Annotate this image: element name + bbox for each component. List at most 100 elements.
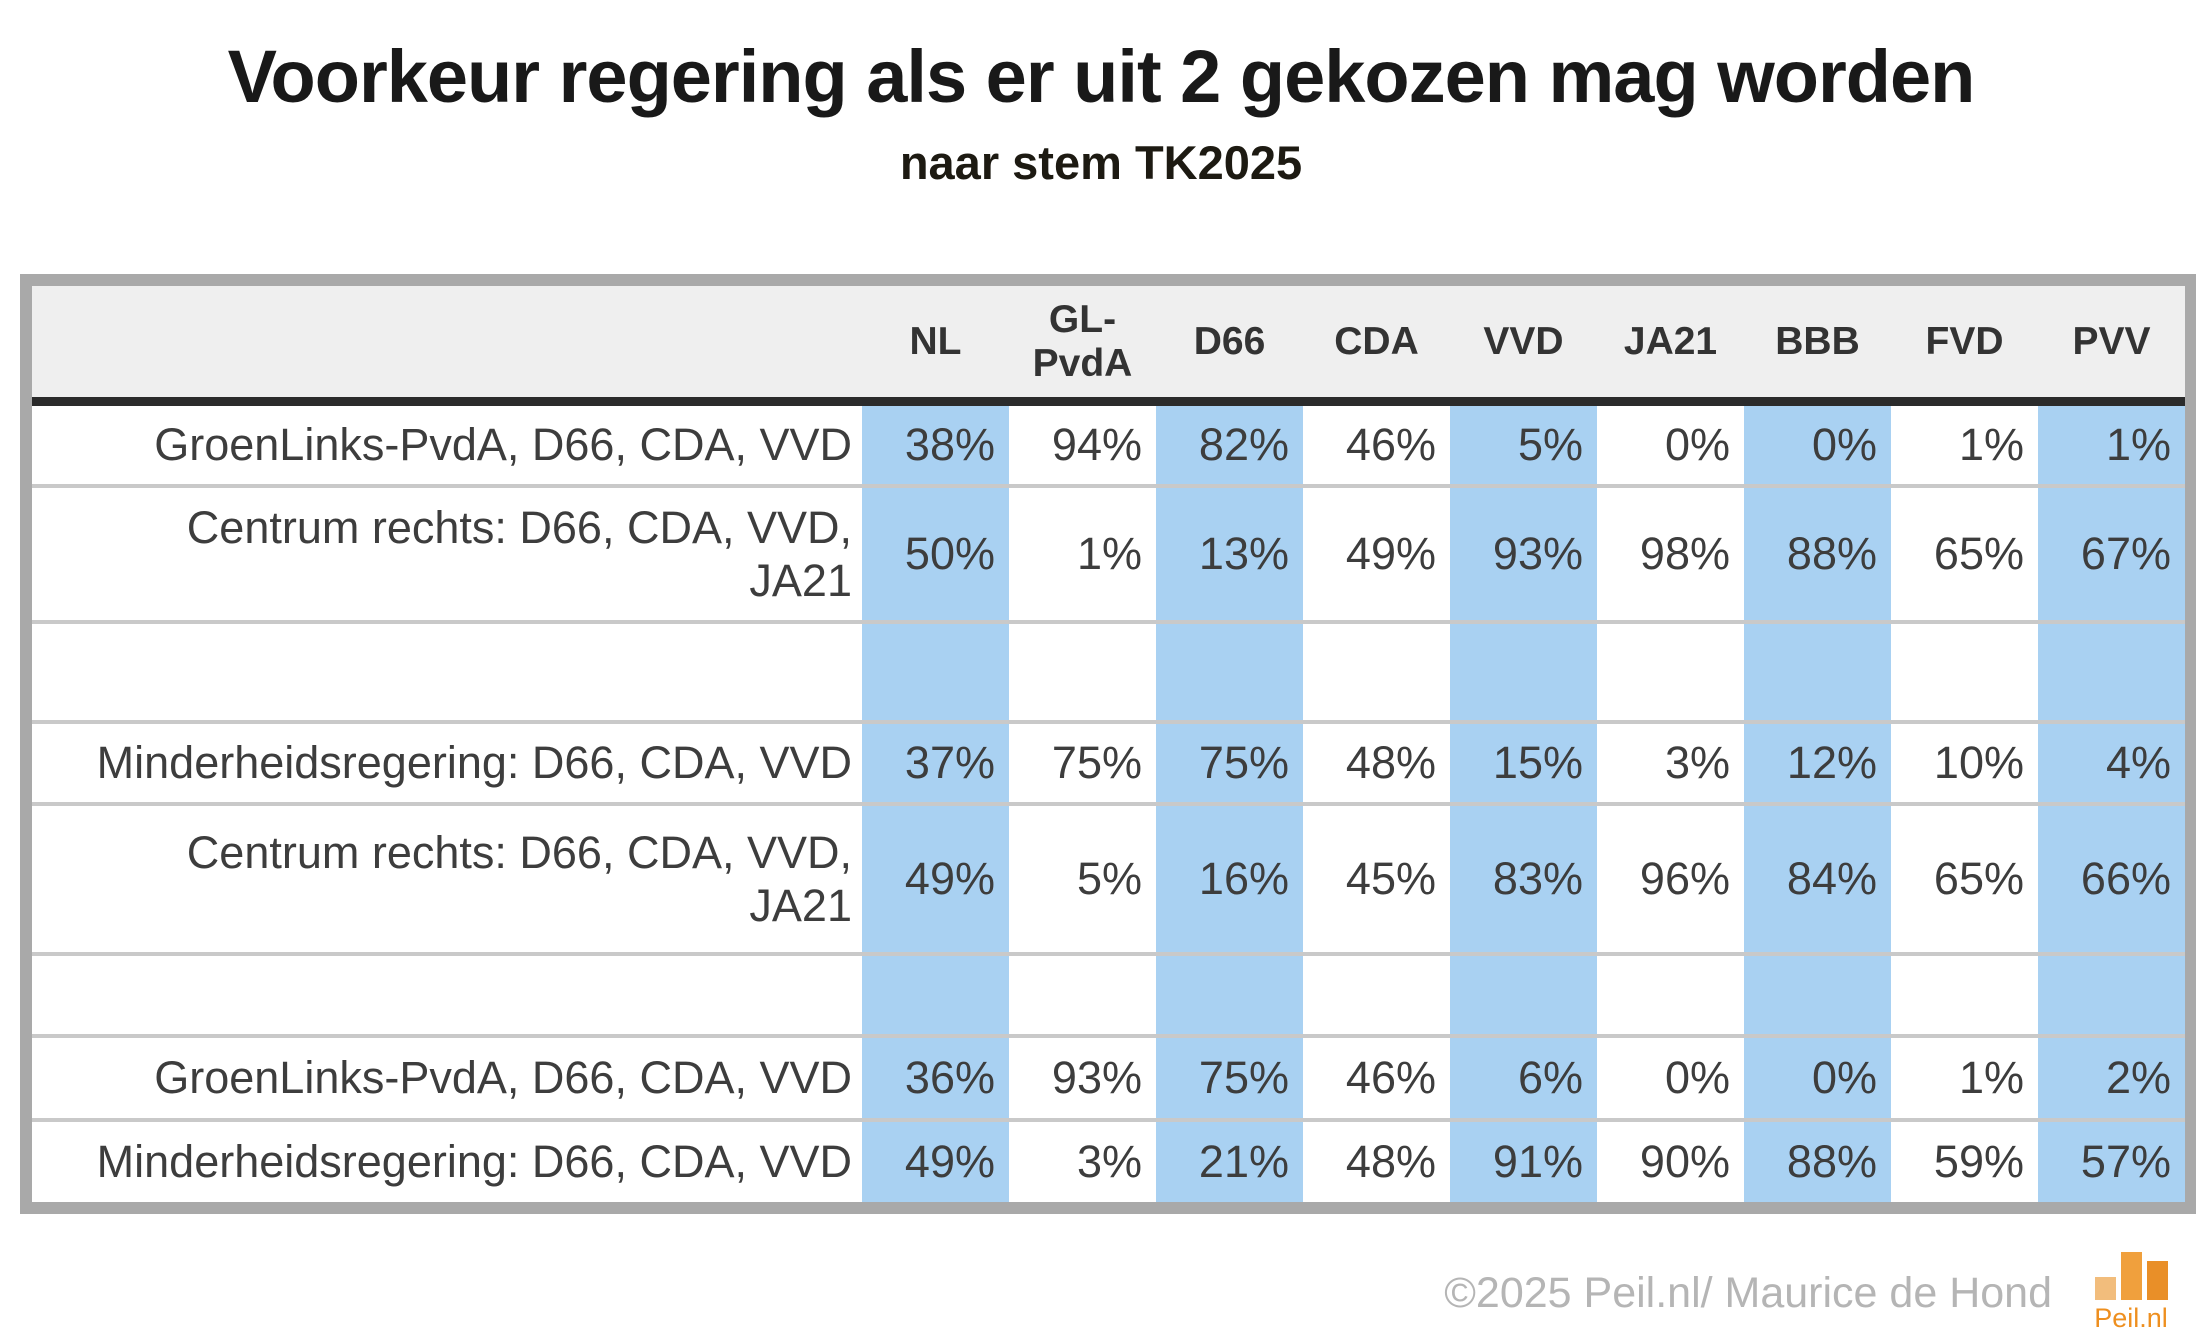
coalition-label xyxy=(32,952,862,1036)
peil-logo-text: Peil.nl xyxy=(2094,1303,2168,1333)
value-cell xyxy=(1009,952,1156,1036)
value-cell: 3% xyxy=(1009,1118,1156,1202)
value-cell xyxy=(1597,952,1744,1036)
value-cell: 36% xyxy=(862,1034,1009,1120)
value-cell: 0% xyxy=(1597,1034,1744,1120)
value-cell xyxy=(862,952,1009,1036)
value-cell: 48% xyxy=(1303,1118,1450,1202)
value-cell: 59% xyxy=(1891,1118,2038,1202)
table-row: Minderheidsregering: D66, CDA, VVD 37% 75%… xyxy=(32,720,2185,804)
column-header: FVD xyxy=(1891,286,2038,406)
coalition-label: GroenLinks-PvdA, D66, CDA, VVD xyxy=(32,1034,862,1120)
value-cell xyxy=(862,620,1009,722)
value-cell xyxy=(1744,620,1891,722)
copyright-text: ©2025 Peil.nl/ Maurice de Hond xyxy=(1444,1268,2052,1317)
value-cell: 48% xyxy=(1303,720,1450,804)
page-title: Voorkeur regering als er uit 2 gekozen m… xyxy=(227,35,1976,118)
value-cell xyxy=(1891,620,2038,722)
column-header: JA21 xyxy=(1597,286,1744,406)
value-cell: 75% xyxy=(1009,720,1156,804)
value-cell: 16% xyxy=(1156,802,1303,954)
column-header: GL-PvdA xyxy=(1009,286,1156,406)
value-cell: 75% xyxy=(1156,1034,1303,1120)
value-cell xyxy=(1303,620,1450,722)
value-cell: 49% xyxy=(1303,484,1450,622)
value-cell: 49% xyxy=(862,1118,1009,1202)
value-cell: 3% xyxy=(1597,720,1744,804)
value-cell: 65% xyxy=(1891,484,2038,622)
value-cell: 6% xyxy=(1450,1034,1597,1120)
column-header: D66 xyxy=(1156,286,1303,406)
bar-chart-icon xyxy=(2094,1252,2168,1300)
coalition-label xyxy=(32,620,862,722)
value-cell xyxy=(1891,952,2038,1036)
value-cell: 83% xyxy=(1450,802,1597,954)
table-row xyxy=(32,620,2185,722)
table-row: Centrum rechts: D66, CDA, VVD, JA21 50% 1%… xyxy=(32,484,2185,622)
footer: ©2025 Peil.nl/ Maurice de Hond Peil.nl xyxy=(1444,1252,2174,1334)
column-header: BBB xyxy=(1744,286,1891,406)
value-cell: 93% xyxy=(1450,484,1597,622)
value-cell: 1% xyxy=(2038,401,2185,486)
value-cell xyxy=(1156,952,1303,1036)
logo-bar-medium xyxy=(2146,1261,2168,1300)
column-header: VVD xyxy=(1450,286,1597,406)
table-row: Minderheidsregering: D66, CDA, VVD 49% 3% 2… xyxy=(32,1118,2185,1202)
coalition-label: Minderheidsregering: D66, CDA, VVD xyxy=(32,1118,862,1202)
value-cell xyxy=(1744,952,1891,1036)
value-cell: 65% xyxy=(1891,802,2038,954)
value-cell: 15% xyxy=(1450,720,1597,804)
column-header: NL xyxy=(862,286,1009,406)
table-row xyxy=(32,952,2185,1036)
value-cell: 21% xyxy=(1156,1118,1303,1202)
value-cell: 2% xyxy=(2038,1034,2185,1120)
value-cell: 88% xyxy=(1744,1118,1891,1202)
coalition-label: Centrum rechts: D66, CDA, VVD, JA21 xyxy=(32,802,862,954)
table-header-row: NL GL-PvdA D66 CDA VVD JA21 BBB FVD PVV xyxy=(32,286,2185,406)
value-cell: 1% xyxy=(1891,1034,2038,1120)
value-cell: 38% xyxy=(862,401,1009,486)
coalition-label: GroenLinks-PvdA, D66, CDA, VVD xyxy=(154,419,852,471)
value-cell: 5% xyxy=(1009,802,1156,954)
value-cell: 0% xyxy=(1744,401,1891,486)
poll-table-frame: NL GL-PvdA D66 CDA VVD JA21 BBB FVD PVV GroenLin… xyxy=(20,274,2196,1214)
value-cell xyxy=(2038,952,2185,1036)
value-cell xyxy=(1303,952,1450,1036)
value-cell: 49% xyxy=(862,802,1009,954)
table-row: Centrum rechts: D66, CDA, VVD, JA21 49% 5%… xyxy=(32,802,2185,954)
value-cell xyxy=(1450,620,1597,722)
value-cell xyxy=(1009,620,1156,722)
value-cell xyxy=(1450,952,1597,1036)
value-cell: 84% xyxy=(1744,802,1891,954)
value-cell: 37% xyxy=(862,720,1009,804)
logo-bar-short xyxy=(2094,1277,2116,1300)
table-row: GroenLinks-PvdA, D66, CDA, VVD 36% 93% 75% 4… xyxy=(32,1034,2185,1120)
value-cell: 46% xyxy=(1303,1034,1450,1120)
value-cell xyxy=(1597,620,1744,722)
value-cell: 0% xyxy=(1664,419,1730,471)
page-subtitle: naar stem TK2025 xyxy=(899,136,1303,189)
column-header-empty xyxy=(32,286,862,406)
value-cell: 67% xyxy=(2038,484,2185,622)
value-cell: 1% xyxy=(1958,419,2024,471)
value-cell: 82% xyxy=(1156,401,1303,486)
coalition-label: Centrum rechts: D66, CDA, VVD, JA21 xyxy=(32,484,862,622)
value-cell: 46% xyxy=(1345,419,1436,471)
peil-logo: Peil.nl xyxy=(2088,1252,2174,1334)
value-cell: 88% xyxy=(1744,484,1891,622)
value-cell: 13% xyxy=(1156,484,1303,622)
column-header: PVV xyxy=(2038,286,2185,406)
value-cell: 4% xyxy=(2038,720,2185,804)
poll-table: NL GL-PvdA D66 CDA VVD JA21 BBB FVD PVV GroenLin… xyxy=(32,286,2185,1202)
value-cell xyxy=(2038,620,2185,722)
value-cell: 66% xyxy=(2038,802,2185,954)
value-cell: 96% xyxy=(1597,802,1744,954)
value-cell: 98% xyxy=(1597,484,1744,622)
value-cell: 57% xyxy=(2038,1118,2185,1202)
value-cell: 1% xyxy=(1009,484,1156,622)
value-cell: 75% xyxy=(1156,720,1303,804)
value-cell: 50% xyxy=(862,484,1009,622)
value-cell: 45% xyxy=(1303,802,1450,954)
value-cell: 12% xyxy=(1744,720,1891,804)
value-cell: 93% xyxy=(1009,1034,1156,1120)
